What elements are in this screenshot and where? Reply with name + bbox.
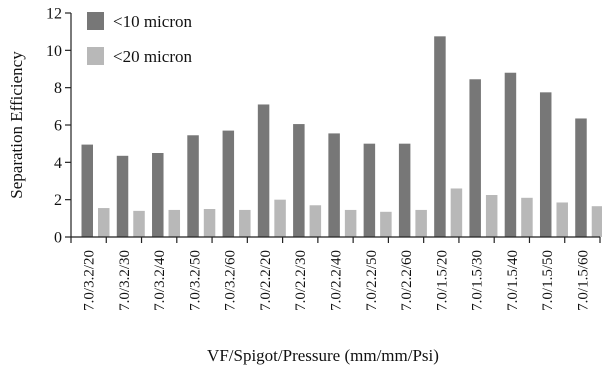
bar-lt20-2 bbox=[168, 209, 181, 237]
bar-lt20-4 bbox=[239, 209, 251, 237]
x-category-label: 7.0/3.2/60 bbox=[223, 250, 239, 311]
x-category-label: 7.0/1.5/20 bbox=[434, 250, 450, 311]
y-tick-label: 8 bbox=[54, 80, 62, 97]
bar-lt10-6 bbox=[293, 124, 305, 237]
bar-lt20-12 bbox=[521, 197, 533, 237]
bar-lt10-13 bbox=[539, 92, 552, 237]
plot-bars bbox=[81, 36, 602, 238]
bar-lt10-14 bbox=[575, 118, 587, 237]
x-category-label: 7.0/1.5/50 bbox=[540, 250, 556, 311]
x-axis-title: VF/Spigot/Pressure (mm/mm/Psi) bbox=[207, 346, 439, 365]
x-axis: 7.0/3.2/20 7.0/3.2/30 7.0/3.2/40 7.0/3.2/50… bbox=[70, 236, 601, 311]
bar-lt10-7 bbox=[328, 133, 340, 237]
bar-lt20-0 bbox=[98, 208, 110, 237]
bar-lt10-9 bbox=[398, 143, 411, 237]
bar-lt20-6 bbox=[309, 205, 322, 237]
x-category-label: 7.0/3.2/20 bbox=[82, 250, 98, 311]
x-category-label: 7.0/2.2/60 bbox=[399, 250, 415, 311]
bar-lt10-1 bbox=[116, 155, 129, 237]
bar-lt20-5 bbox=[274, 199, 286, 237]
x-category-label: 7.0/2.2/30 bbox=[293, 250, 309, 311]
y-axis-title: Separation Efficiency bbox=[7, 51, 26, 199]
bar-lt20-1 bbox=[133, 210, 145, 237]
legend: <10 micron <20 micron bbox=[87, 12, 192, 66]
bar-lt20-8 bbox=[380, 211, 392, 237]
y-tick-label: 6 bbox=[54, 118, 62, 135]
bar-lt20-3 bbox=[203, 209, 216, 237]
legend-swatch bbox=[87, 12, 104, 30]
x-category-label: 7.0/2.2/50 bbox=[364, 250, 380, 311]
legend-label: <20 micron bbox=[113, 47, 192, 66]
bar-lt10-10 bbox=[434, 36, 446, 237]
bar-lt10-11 bbox=[469, 79, 481, 238]
y-tick-label: 0 bbox=[54, 230, 62, 247]
bar-lt20-11 bbox=[485, 195, 498, 237]
y-tick-label: 4 bbox=[54, 155, 62, 172]
bar-lt20-9 bbox=[415, 209, 427, 237]
x-category-label: 7.0/3.2/40 bbox=[152, 250, 168, 311]
y-axis: 0 2 4 6 8 10 12 bbox=[46, 6, 72, 247]
bar-lt10-12 bbox=[504, 72, 517, 237]
x-category-label: 7.0/3.2/50 bbox=[187, 250, 203, 311]
bar-lt10-4 bbox=[222, 130, 235, 237]
y-tick-label: 12 bbox=[46, 6, 62, 23]
bar-lt10-8 bbox=[363, 143, 376, 237]
legend-swatch bbox=[87, 47, 104, 65]
legend-label: <10 micron bbox=[113, 12, 192, 31]
x-category-label: 7.0/1.5/40 bbox=[505, 250, 521, 311]
bar-lt20-14 bbox=[591, 206, 602, 237]
bar-lt10-3 bbox=[187, 135, 199, 237]
bar-lt10-2 bbox=[152, 153, 164, 237]
bar-lt10-0 bbox=[81, 144, 93, 237]
x-category-label: 7.0/3.2/30 bbox=[117, 250, 133, 311]
y-tick-label: 10 bbox=[46, 43, 62, 60]
bar-lt20-10 bbox=[450, 188, 463, 237]
x-category-label: 7.0/1.5/60 bbox=[575, 250, 591, 311]
x-category-label: 7.0/2.2/20 bbox=[258, 250, 274, 311]
x-category-label: 7.0/1.5/30 bbox=[470, 250, 486, 311]
bar-lt20-7 bbox=[344, 209, 357, 237]
y-tick-label: 2 bbox=[54, 192, 62, 209]
bar-lt10-5 bbox=[257, 104, 270, 237]
x-category-label: 7.0/2.2/40 bbox=[329, 250, 345, 311]
bar-lt20-13 bbox=[556, 202, 568, 237]
